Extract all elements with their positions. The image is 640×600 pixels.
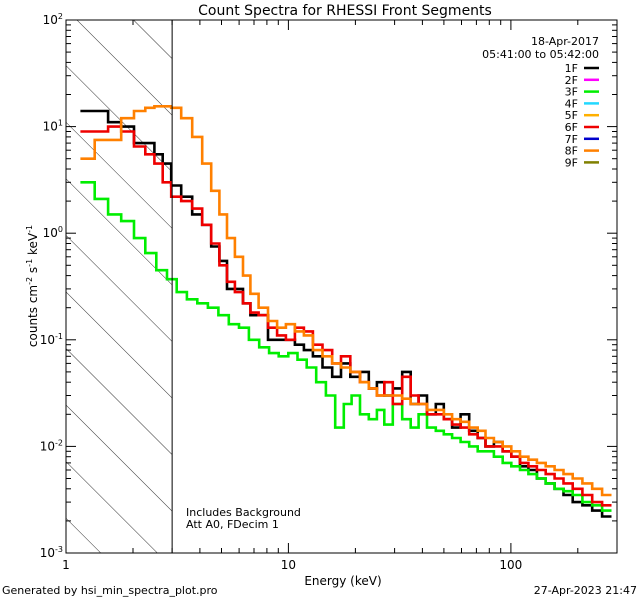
y-axis-label: counts cm-2 s-1 keV-1 (25, 225, 40, 347)
legend-label: 4F (565, 97, 578, 110)
y-tick-label: 100 (43, 225, 63, 240)
plot-frame (65, 19, 618, 554)
series-8F (80, 105, 612, 497)
footer-timestamp: 27-Apr-2023 21:47 (534, 584, 637, 597)
x-axis-label: Energy (keV) (304, 574, 381, 588)
y-tick-label: 101 (43, 119, 63, 134)
x-tick-label: 1 (62, 558, 70, 572)
energy-cutoff-hatch (66, 20, 173, 553)
legend-label: 5F (565, 109, 578, 122)
date-label: 18-Apr-2017 (531, 35, 599, 48)
series-3F (80, 181, 612, 512)
legend-label: 3F (565, 86, 578, 99)
legend-label: 8F (565, 145, 578, 158)
y-tick-label: 102 (43, 12, 63, 27)
y-tick-label: 10-3 (40, 545, 63, 560)
chart-title: Count Spectra for RHESSI Front Segments (198, 3, 492, 19)
annotation-attenuator: Att A0, FDecim 1 (186, 518, 279, 531)
time-range-label: 05:41:00 to 05:42:00 (482, 48, 599, 61)
footer-generator: Generated by hsi_min_spectra_plot.pro (2, 584, 218, 597)
y-tick-label: 10-2 (40, 438, 63, 453)
legend-label: 1F (565, 62, 578, 75)
legend-label: 7F (565, 133, 578, 146)
x-tick-label: 10 (281, 558, 296, 572)
legend-label: 6F (565, 121, 578, 134)
legend-label: 9F (565, 156, 578, 169)
y-tick-label: 10-1 (40, 332, 63, 347)
x-tick-label: 100 (499, 558, 522, 572)
annotation-background: Includes Background (186, 506, 301, 519)
legend-label: 2F (565, 74, 578, 87)
